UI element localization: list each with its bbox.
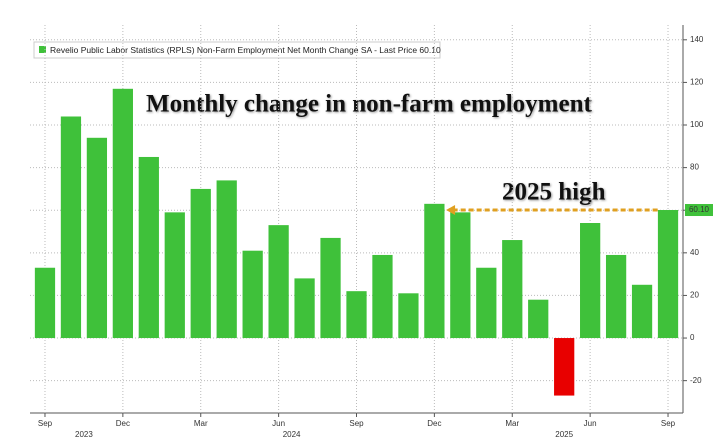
x-tick-label: Sep xyxy=(661,419,676,428)
bar xyxy=(242,250,263,339)
bar xyxy=(605,254,627,339)
last-price-label: 60.10 xyxy=(689,205,710,214)
bar xyxy=(216,180,237,339)
x-tick-label: Mar xyxy=(194,419,208,428)
bar xyxy=(450,212,471,339)
bar xyxy=(657,210,679,339)
year-label: 2025 xyxy=(555,430,573,439)
x-tick-label: Dec xyxy=(427,419,441,428)
bar xyxy=(294,278,315,339)
bar xyxy=(34,267,56,339)
legend-swatch xyxy=(39,46,46,53)
bar xyxy=(580,223,601,339)
bar xyxy=(398,293,419,339)
last-price-box xyxy=(685,204,713,217)
x-tick-label: Dec xyxy=(116,419,130,428)
bar xyxy=(164,212,185,339)
bar xyxy=(528,299,549,339)
bar xyxy=(424,203,445,339)
heading: Monthly change in non-farm employment xyxy=(146,91,593,118)
bar xyxy=(372,254,393,339)
bar xyxy=(502,240,523,339)
x-tick-label: Jun xyxy=(584,419,597,428)
bar xyxy=(86,137,108,339)
year-label: 2024 xyxy=(283,430,301,439)
x-tick-label: Sep xyxy=(349,419,364,428)
annotation: 2025 high xyxy=(502,179,606,206)
y-tick-label: 20 xyxy=(690,291,699,300)
bar xyxy=(268,225,289,339)
bar xyxy=(138,156,159,339)
bar xyxy=(60,116,82,339)
y-tick-label: 100 xyxy=(690,120,704,129)
y-tick-label: 140 xyxy=(690,35,704,44)
x-tick-label: Mar xyxy=(505,419,519,428)
y-tick-label: -20 xyxy=(690,376,702,385)
bar xyxy=(476,267,497,339)
y-tick-label: 40 xyxy=(690,248,699,257)
y-tick-label: 120 xyxy=(690,78,704,87)
x-tick-label: Sep xyxy=(38,419,53,428)
y-tick-label: 0 xyxy=(690,333,695,342)
bar xyxy=(320,237,341,339)
y-tick-label: 80 xyxy=(690,163,699,172)
arrow-head xyxy=(446,205,456,216)
x-tick-label: Jun xyxy=(272,419,285,428)
legend-box xyxy=(33,41,441,59)
bar xyxy=(190,188,211,339)
bar xyxy=(112,88,133,339)
legend-title: Revelio Public Labor Statistics (RPLS) N… xyxy=(50,45,441,55)
year-label: 2023 xyxy=(75,430,93,439)
bar xyxy=(554,338,575,396)
bar xyxy=(346,291,367,339)
bar xyxy=(631,284,653,339)
